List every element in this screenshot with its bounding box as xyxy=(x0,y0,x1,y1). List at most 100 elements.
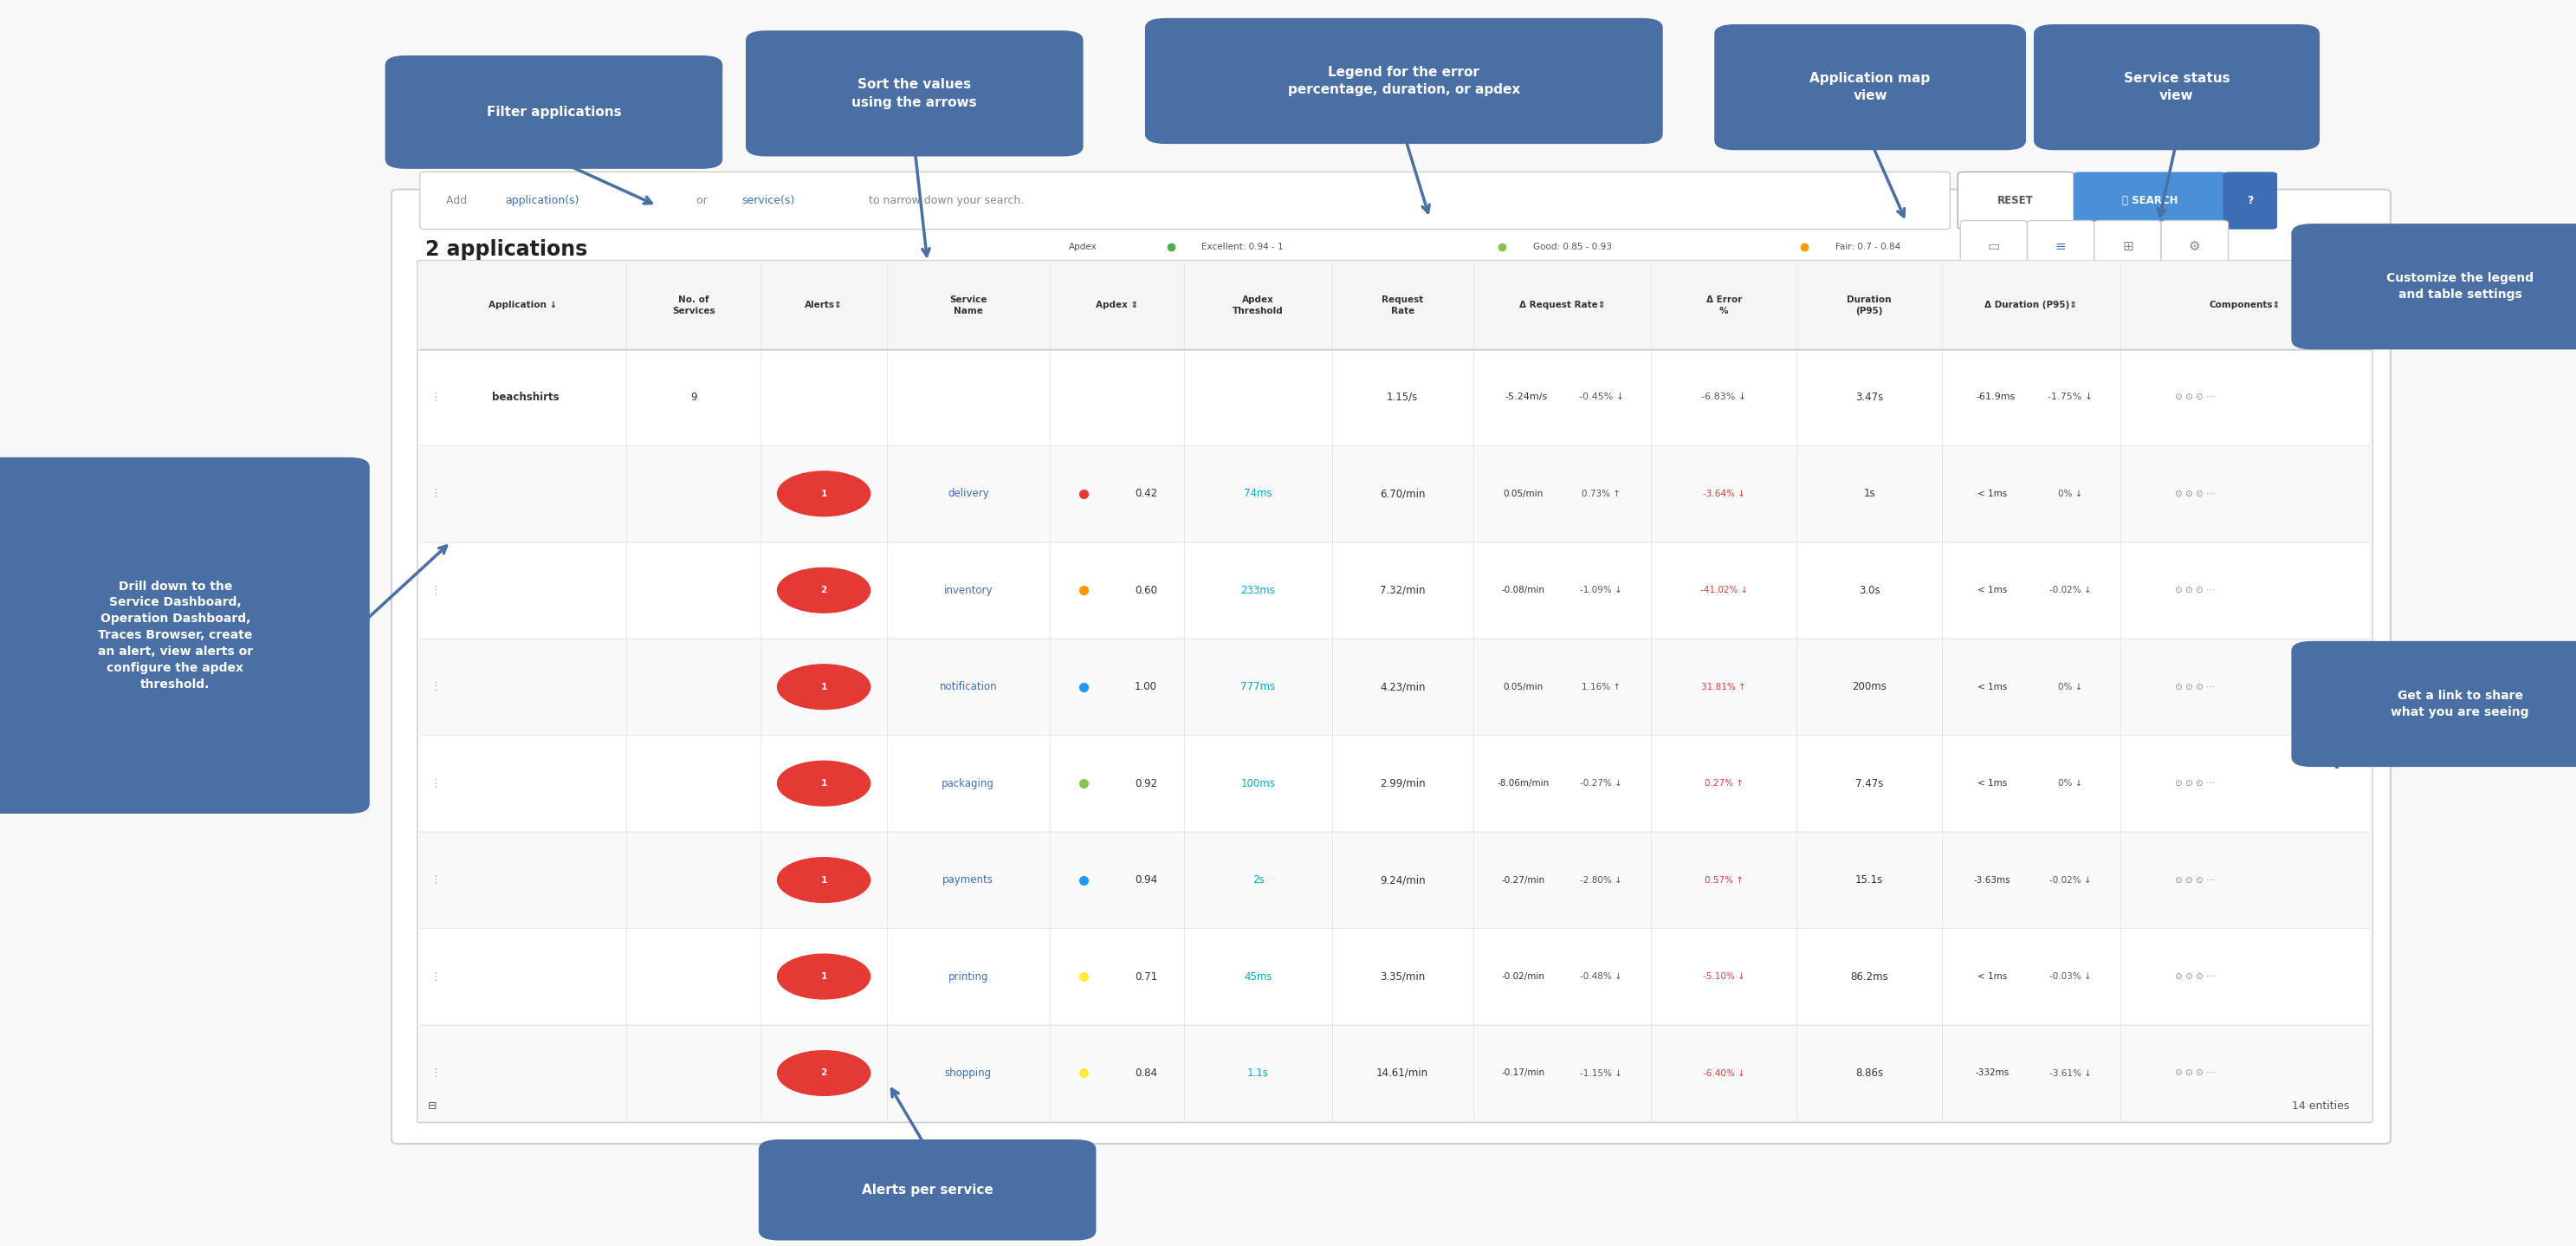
Text: packaging: packaging xyxy=(943,778,994,789)
Text: 200ms: 200ms xyxy=(1852,682,1886,693)
Text: ⊙ ⊙ ⊙ ···: ⊙ ⊙ ⊙ ··· xyxy=(2174,490,2215,498)
Text: 3.47s: 3.47s xyxy=(1855,391,1883,402)
Text: 15.1s: 15.1s xyxy=(1855,875,1883,886)
Text: No. of
Services: No. of Services xyxy=(672,295,716,315)
FancyBboxPatch shape xyxy=(0,457,371,814)
Text: ⚙: ⚙ xyxy=(2190,240,2200,253)
Text: < 1ms: < 1ms xyxy=(1978,683,2007,692)
Text: ⋮: ⋮ xyxy=(430,488,440,500)
Text: Add: Add xyxy=(446,194,469,207)
FancyBboxPatch shape xyxy=(420,446,2370,542)
Text: -0.27/min: -0.27/min xyxy=(1502,876,1546,885)
Circle shape xyxy=(778,761,871,806)
Text: 1: 1 xyxy=(822,779,827,787)
Text: beachshirts: beachshirts xyxy=(492,391,559,402)
Text: 14 entities: 14 entities xyxy=(2293,1100,2349,1113)
Circle shape xyxy=(778,857,871,902)
Text: or: or xyxy=(693,194,711,207)
FancyBboxPatch shape xyxy=(2161,221,2228,273)
Text: 🔍 SEARCH: 🔍 SEARCH xyxy=(2123,194,2177,207)
Text: 1: 1 xyxy=(822,972,827,981)
Text: 1.15/s: 1.15/s xyxy=(1386,391,1419,402)
Text: -0.17/min: -0.17/min xyxy=(1502,1069,1546,1078)
FancyBboxPatch shape xyxy=(417,260,2372,1123)
Text: < 1ms: < 1ms xyxy=(1978,586,2007,594)
Text: inventory: inventory xyxy=(943,584,992,596)
Text: 1.1s: 1.1s xyxy=(1247,1068,1270,1079)
Text: 1.16% ↑: 1.16% ↑ xyxy=(1582,683,1620,692)
Text: Fair: 0.7 - 0.84: Fair: 0.7 - 0.84 xyxy=(1834,243,1901,250)
Text: Alerts per service: Alerts per service xyxy=(860,1184,994,1196)
FancyBboxPatch shape xyxy=(420,832,2370,928)
Text: Application map
view: Application map view xyxy=(1811,72,1929,102)
Text: -6.83% ↓: -6.83% ↓ xyxy=(1700,392,1747,401)
Text: -1.15% ↓: -1.15% ↓ xyxy=(1579,1069,1623,1078)
Text: 7.47s: 7.47s xyxy=(1855,778,1883,789)
Text: Duration
(P95): Duration (P95) xyxy=(1847,295,1891,315)
Text: ⊙ ⊙ ⊙ ···: ⊙ ⊙ ⊙ ··· xyxy=(2174,683,2215,692)
Text: -0.27% ↓: -0.27% ↓ xyxy=(1579,779,1623,787)
FancyBboxPatch shape xyxy=(420,735,2370,832)
Text: ⊙ ⊙ ⊙ ···: ⊙ ⊙ ⊙ ··· xyxy=(2174,586,2215,594)
Text: notification: notification xyxy=(940,682,997,693)
Text: Poor: 0.5 - 0.69: Poor: 0.5 - 0.69 xyxy=(2123,243,2192,250)
Text: -3.61% ↓: -3.61% ↓ xyxy=(2048,1069,2092,1078)
Text: 0% ↓: 0% ↓ xyxy=(2058,779,2081,787)
Text: -0.08/min: -0.08/min xyxy=(1502,586,1546,594)
FancyBboxPatch shape xyxy=(1716,24,2025,151)
Text: 100ms: 100ms xyxy=(1242,778,1275,789)
Text: < 1ms: < 1ms xyxy=(1978,972,2007,981)
Text: -1.09% ↓: -1.09% ↓ xyxy=(1579,586,1623,594)
Text: ⊟: ⊟ xyxy=(428,1100,438,1113)
Text: 1: 1 xyxy=(822,876,827,885)
Text: 8.86s: 8.86s xyxy=(1855,1068,1883,1079)
FancyBboxPatch shape xyxy=(1958,172,2074,229)
Text: 777ms: 777ms xyxy=(1242,682,1275,693)
Text: -1.75% ↓: -1.75% ↓ xyxy=(2048,392,2092,401)
Text: Apdex: Apdex xyxy=(1069,243,1097,250)
Text: Δ Error
%: Δ Error % xyxy=(1705,295,1741,315)
Text: Excellent: 0.94 - 1: Excellent: 0.94 - 1 xyxy=(1200,243,1283,250)
Text: 233ms: 233ms xyxy=(1242,584,1275,596)
Text: Application ↓: Application ↓ xyxy=(489,302,556,309)
FancyBboxPatch shape xyxy=(417,260,2372,350)
Text: Request
Rate: Request Rate xyxy=(1381,295,1425,315)
Text: shopping: shopping xyxy=(945,1068,992,1079)
Text: -332ms: -332ms xyxy=(1976,1069,2009,1078)
Text: -0.03% ↓: -0.03% ↓ xyxy=(2050,972,2092,981)
Text: 45ms: 45ms xyxy=(1244,971,1273,982)
Text: -0.45% ↓: -0.45% ↓ xyxy=(1579,392,1623,401)
Text: ⋮: ⋮ xyxy=(430,1068,440,1079)
Text: 9.24/min: 9.24/min xyxy=(1381,875,1425,886)
Text: 0.05/min: 0.05/min xyxy=(1502,683,1543,692)
Text: -0.48% ↓: -0.48% ↓ xyxy=(1579,972,1623,981)
FancyBboxPatch shape xyxy=(747,31,1082,156)
FancyBboxPatch shape xyxy=(420,542,2370,639)
Text: -3.63ms: -3.63ms xyxy=(1973,876,2009,885)
FancyBboxPatch shape xyxy=(420,1024,2370,1121)
Text: Components⇕: Components⇕ xyxy=(2210,302,2280,309)
Text: Δ Duration (P95)⇕: Δ Duration (P95)⇕ xyxy=(1986,302,2076,309)
FancyBboxPatch shape xyxy=(2027,221,2094,273)
Text: Apdex ⇕: Apdex ⇕ xyxy=(1095,302,1139,309)
Text: 4.23/min: 4.23/min xyxy=(1381,682,1425,693)
Text: payments: payments xyxy=(943,875,994,886)
Text: 0.71: 0.71 xyxy=(1136,971,1157,982)
Text: delivery: delivery xyxy=(948,488,989,500)
Text: 1s: 1s xyxy=(1862,488,1875,500)
Text: ⋮: ⋮ xyxy=(430,971,440,982)
Text: 14.61/min: 14.61/min xyxy=(1376,1068,1430,1079)
Text: ⊞: ⊞ xyxy=(2123,240,2133,253)
FancyBboxPatch shape xyxy=(2035,24,2318,151)
Text: -3.64% ↓: -3.64% ↓ xyxy=(1703,490,1744,498)
Text: -2.80% ↓: -2.80% ↓ xyxy=(1579,876,1623,885)
Text: 86.2ms: 86.2ms xyxy=(1850,971,1888,982)
Circle shape xyxy=(778,471,871,516)
FancyBboxPatch shape xyxy=(2094,221,2161,273)
FancyBboxPatch shape xyxy=(420,638,2370,735)
Text: printing: printing xyxy=(948,971,989,982)
Text: 0.92: 0.92 xyxy=(1136,778,1157,789)
Text: 0.94: 0.94 xyxy=(1136,875,1157,886)
Circle shape xyxy=(778,568,871,613)
Text: 1: 1 xyxy=(822,683,827,692)
